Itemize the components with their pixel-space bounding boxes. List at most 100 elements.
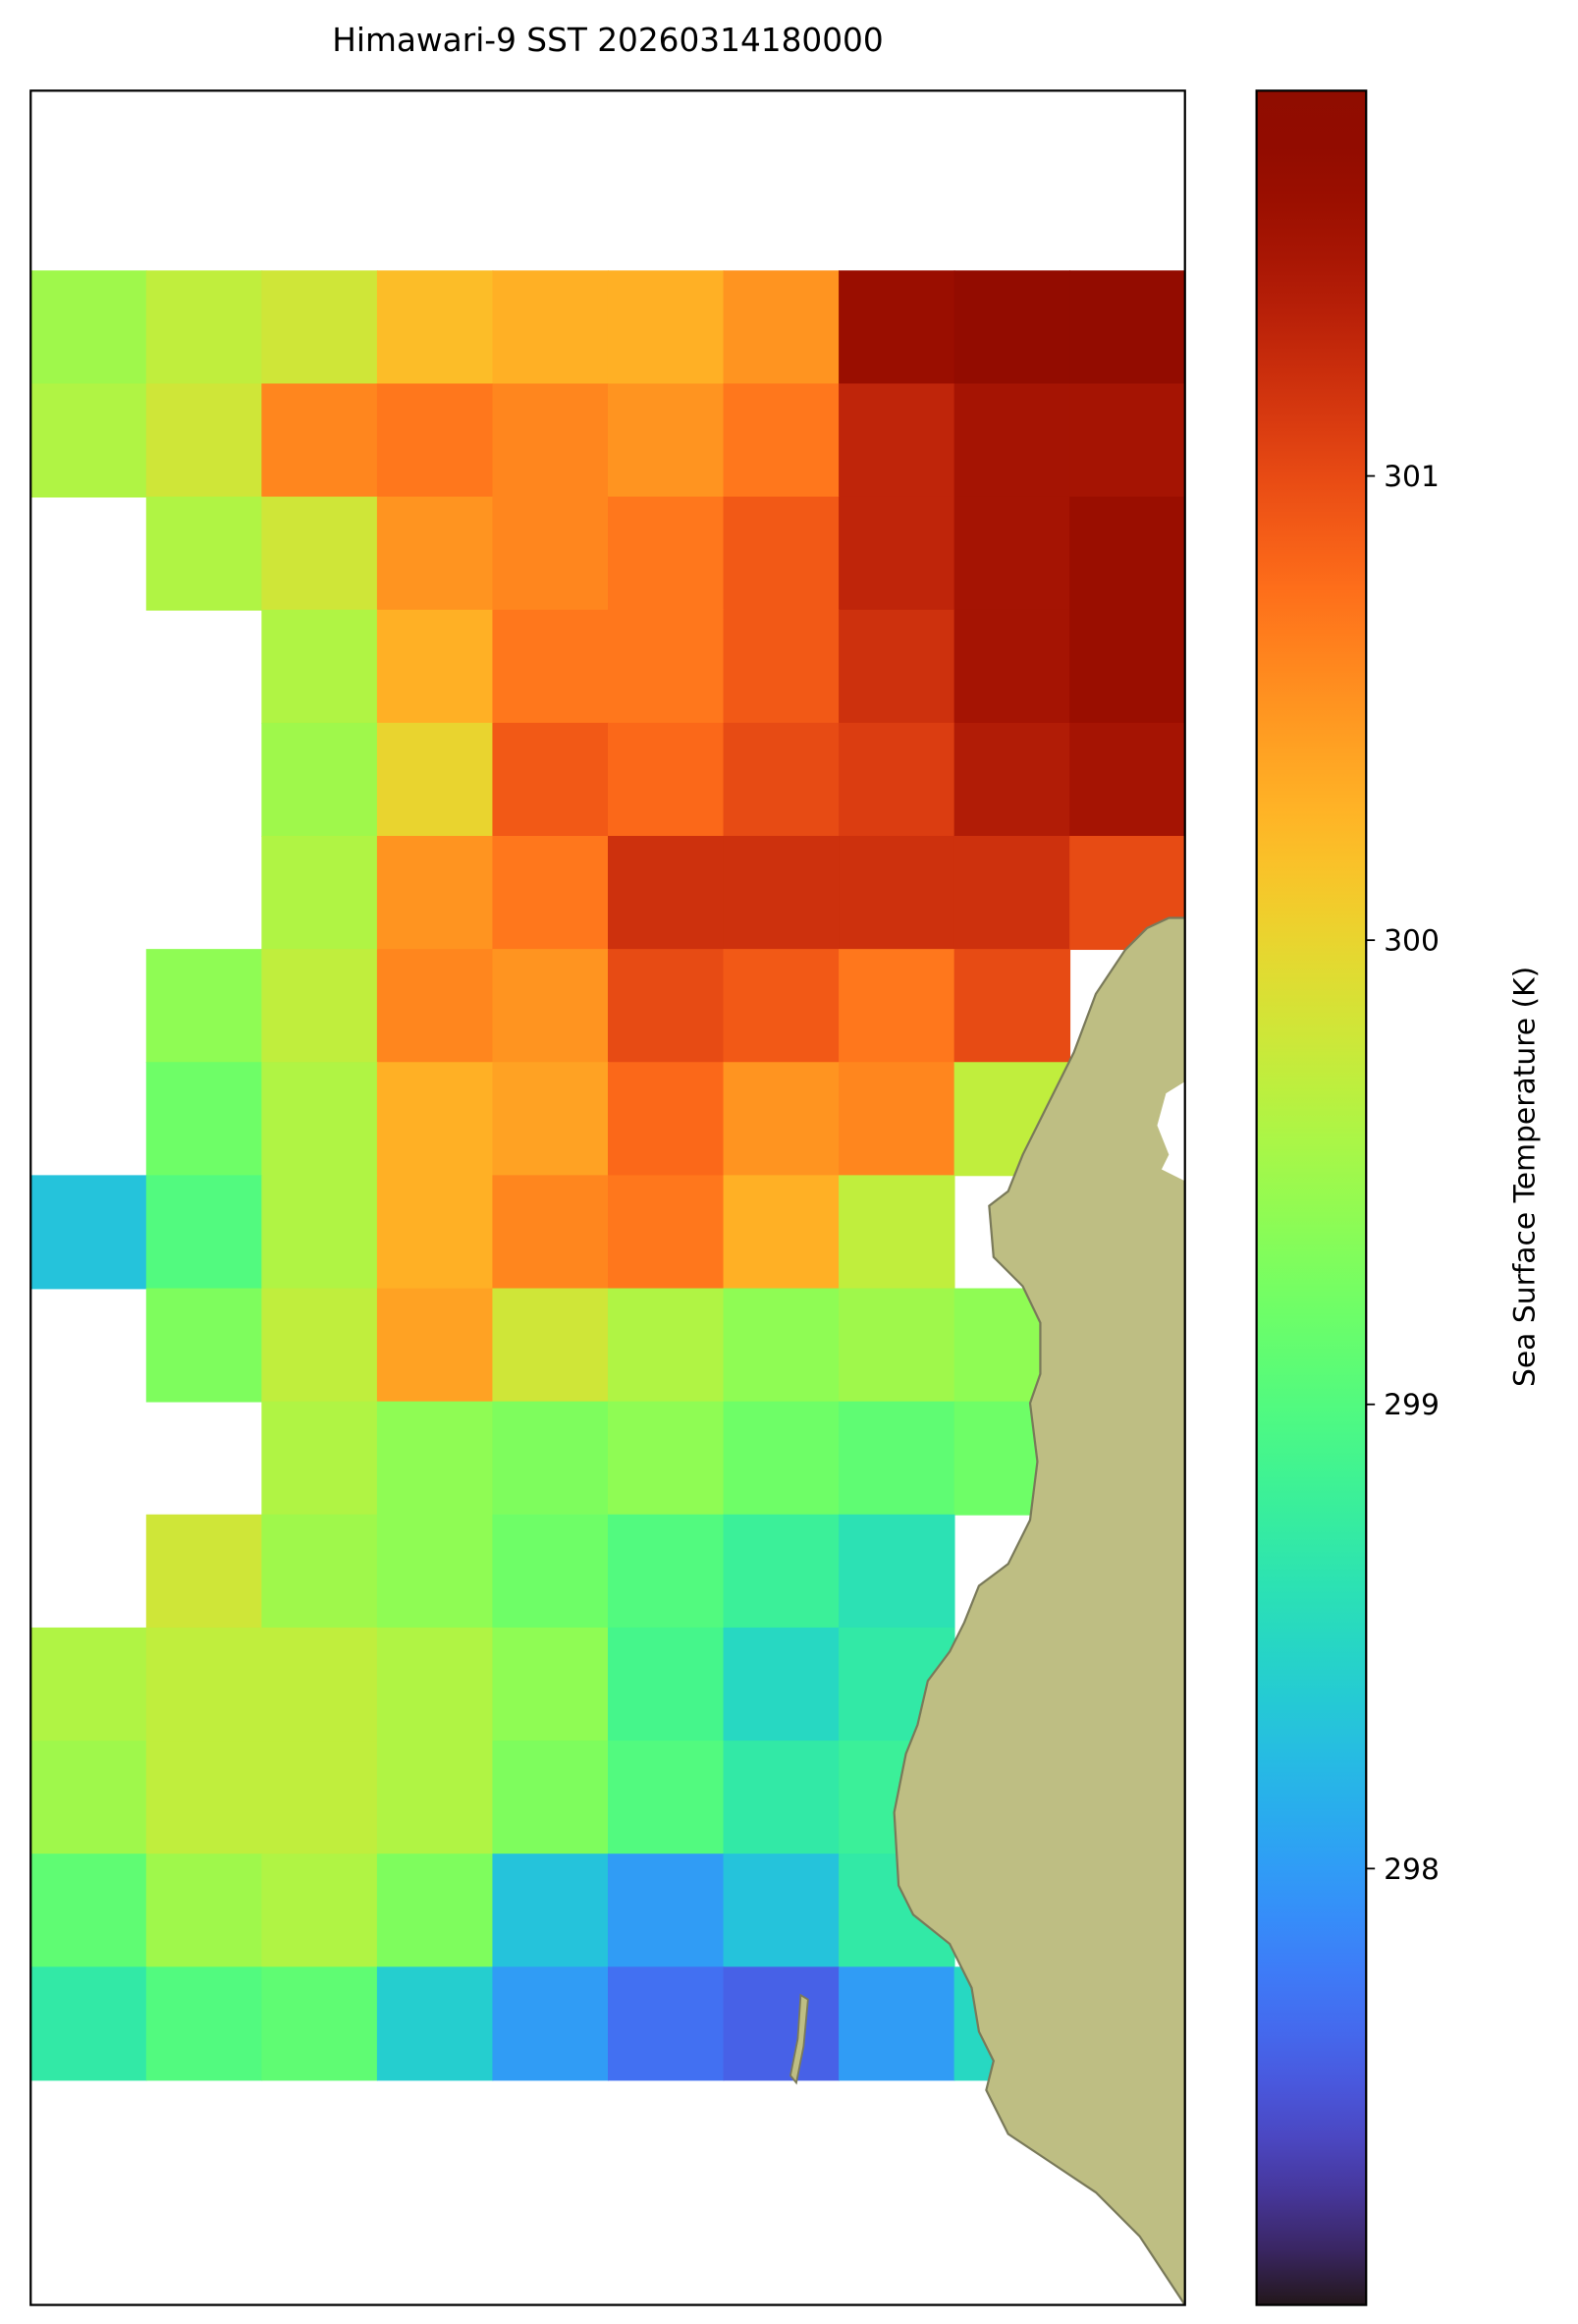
sst-cell xyxy=(30,383,147,498)
sst-cell xyxy=(953,835,1071,951)
sst-cell xyxy=(607,1741,725,1855)
sst-cell xyxy=(145,1627,263,1742)
sst-cell xyxy=(723,722,840,837)
sst-cell xyxy=(145,1741,263,1855)
sst-cell xyxy=(492,1741,609,1855)
sst-cell xyxy=(723,609,840,724)
colorbar-tick-label: 299 xyxy=(1384,1388,1440,1422)
coastline xyxy=(893,916,1185,2305)
sst-cell xyxy=(723,1062,840,1177)
sst-cell xyxy=(492,383,609,498)
sst-cell xyxy=(376,609,494,724)
sst-cell xyxy=(376,383,494,498)
sst-cell xyxy=(723,1627,840,1742)
sst-cell xyxy=(145,270,263,385)
sst-cell xyxy=(261,949,378,1064)
sst-cell xyxy=(953,383,1071,498)
sst-cell xyxy=(261,1627,378,1742)
sst-cell xyxy=(492,1288,609,1403)
sst-cell xyxy=(723,949,840,1064)
sst-cell xyxy=(261,383,378,498)
sst-cell xyxy=(30,1854,147,1968)
sst-cell xyxy=(1069,609,1185,724)
sst-cell xyxy=(607,1854,725,1968)
sst-cell xyxy=(261,1514,378,1629)
sst-cell xyxy=(723,835,840,951)
sst-cell xyxy=(607,496,725,611)
sst-cell xyxy=(492,949,609,1064)
sst-cell xyxy=(607,1062,725,1177)
sst-cell xyxy=(723,1741,840,1855)
sst-cell xyxy=(953,270,1071,385)
heatmap xyxy=(30,270,1185,2081)
axes-frame xyxy=(29,89,1186,2306)
sst-cell xyxy=(376,1175,494,1290)
sst-cell xyxy=(839,1288,955,1403)
sst-cell xyxy=(30,270,147,385)
sst-cell xyxy=(953,609,1071,724)
sst-cell xyxy=(376,1854,494,1968)
sst-cell xyxy=(839,1966,955,2081)
colorbar-tick-label: 298 xyxy=(1384,1853,1440,1887)
sst-cell xyxy=(1069,722,1185,837)
sst-cell xyxy=(607,722,725,837)
sst-cell xyxy=(492,496,609,611)
sst-cell xyxy=(145,496,263,611)
island-gap xyxy=(1157,1081,1185,1182)
sst-cell xyxy=(492,1854,609,1968)
land xyxy=(789,916,1185,2305)
sst-cell xyxy=(839,1514,955,1629)
sst-cell xyxy=(261,1175,378,1290)
sst-cell xyxy=(839,1062,955,1177)
island xyxy=(789,1993,809,2085)
sst-cell xyxy=(953,496,1071,611)
colorbar-tick-label: 300 xyxy=(1384,924,1440,959)
sst-cell xyxy=(1069,496,1185,611)
sst-cell xyxy=(723,1288,840,1403)
sst-cell xyxy=(261,722,378,837)
sst-cell xyxy=(839,496,955,611)
sst-cell xyxy=(839,383,955,498)
sst-cell xyxy=(376,835,494,951)
chart-title: Himawari-9 SST 20260314180000 xyxy=(332,22,883,59)
sst-cell xyxy=(492,1627,609,1742)
sst-cell xyxy=(723,1966,840,2081)
sst-cell xyxy=(953,722,1071,837)
sst-cell xyxy=(492,722,609,837)
colorbar-tick-label: 301 xyxy=(1384,460,1440,494)
sst-cell xyxy=(607,270,725,385)
colorbar: 298 299 300 301 xyxy=(1255,89,1440,2306)
sst-cell xyxy=(492,1966,609,2081)
colorbar-fill xyxy=(1255,89,1368,2306)
sst-cell xyxy=(261,1401,378,1516)
sst-cell xyxy=(376,722,494,837)
sst-cell xyxy=(376,1062,494,1177)
sst-cell xyxy=(261,1288,378,1403)
sst-cell xyxy=(839,609,955,724)
sst-cell xyxy=(145,1288,263,1403)
sst-cell xyxy=(839,835,955,951)
sst-cell xyxy=(607,949,725,1064)
sst-cell xyxy=(261,835,378,951)
sst-cell xyxy=(1069,383,1185,498)
sst-cell xyxy=(261,270,378,385)
sst-cell xyxy=(376,496,494,611)
sst-cell xyxy=(839,722,955,837)
sst-cell xyxy=(30,1741,147,1855)
sst-cell xyxy=(607,835,725,951)
sst-cell xyxy=(607,1966,725,2081)
sst-cell xyxy=(261,1854,378,1968)
sst-cell xyxy=(376,1627,494,1742)
sst-cell xyxy=(376,1514,494,1629)
sst-cell xyxy=(723,383,840,498)
sst-cell xyxy=(492,1062,609,1177)
sst-cell xyxy=(261,1966,378,2081)
sst-cell xyxy=(145,1514,263,1629)
sst-cell xyxy=(607,1514,725,1629)
sst-cell xyxy=(145,1966,263,2081)
sst-cell xyxy=(30,1627,147,1742)
sst-cell xyxy=(607,1288,725,1403)
sst-cell xyxy=(492,609,609,724)
